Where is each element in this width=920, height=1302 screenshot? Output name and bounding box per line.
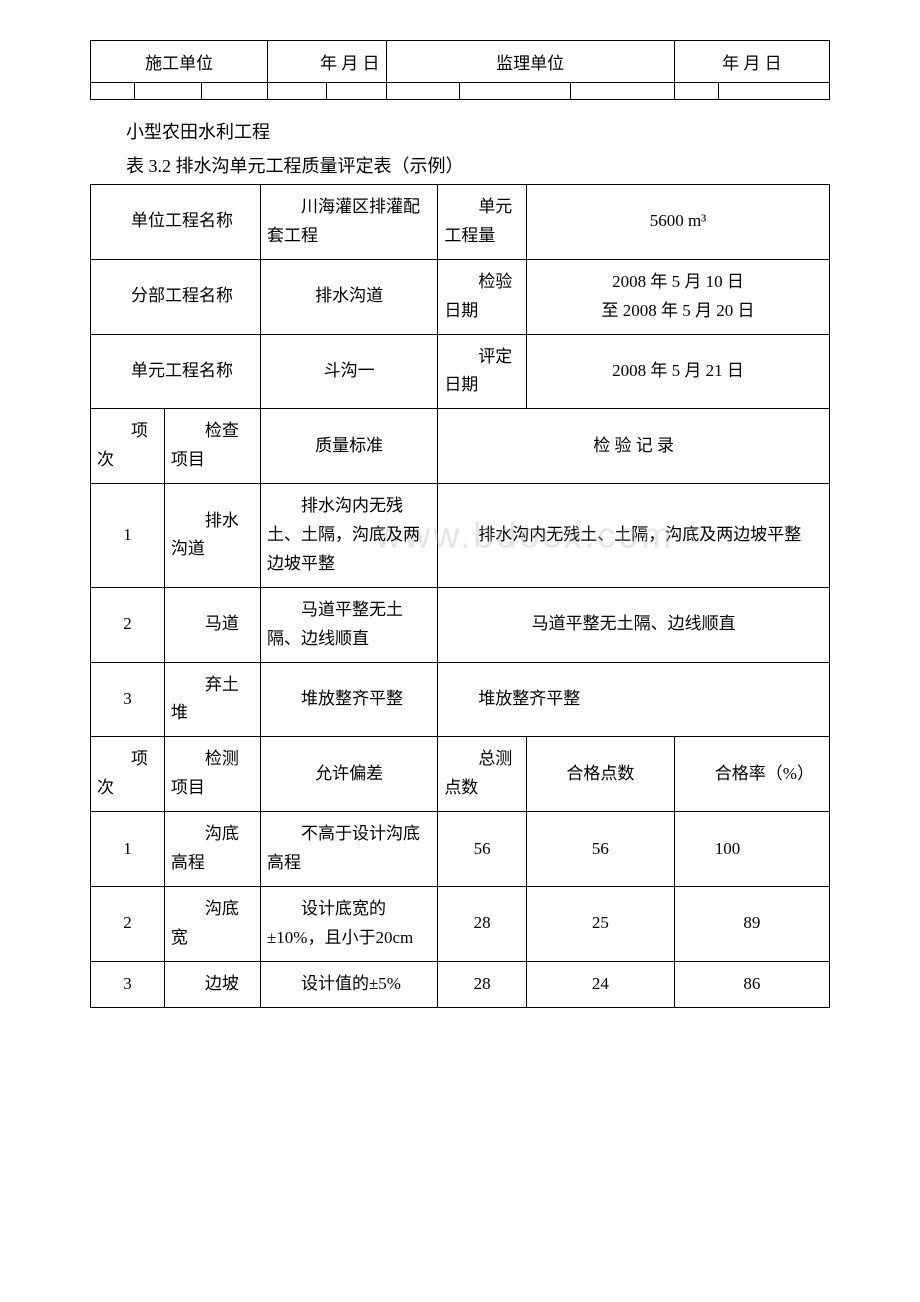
supervisor-unit-label: 监理单位 [386, 41, 674, 83]
measure-idx: 1 [91, 812, 165, 887]
measure-total: 28 [438, 961, 527, 1007]
info-row-1: 单位工程名称 川海灌区排灌配套工程 单元工程量 5600 m³ [91, 185, 830, 260]
supervisor-date: 年 月 日 [674, 41, 829, 83]
measure-dev: 设计值的±5% [260, 961, 437, 1007]
measure-row: 2 沟底宽 设计底宽的±10%，且小于20cm 28 25 89 [91, 886, 830, 961]
unit-name-value: 斗沟一 [260, 334, 437, 409]
empty-cell [201, 83, 268, 100]
unit-project-value: 川海灌区排灌配套工程 [260, 185, 437, 260]
check-row: 2 马道 马道平整无土隔、边线顺直 马道平整无土隔、边线顺直 [91, 587, 830, 662]
measure-item: 沟底宽 [164, 886, 260, 961]
unit-qty-value: 5600 m³ [526, 185, 829, 260]
info-row-2: 分部工程名称 排水沟道 检验日期 2008 年 5 月 10 日 至 2008 … [91, 259, 830, 334]
check-item: 弃土堆 [164, 662, 260, 737]
measure-row: 3 边坡 设计值的±5% 28 24 86 [91, 961, 830, 1007]
measure-rate: 86 [674, 961, 829, 1007]
inspect-date-to: 至 2008 年 5 月 20 日 [533, 297, 823, 326]
inspect-date-from: 2008 年 5 月 10 日 [533, 268, 823, 297]
measure-rate: 100 [674, 812, 829, 887]
empty-cell [571, 83, 674, 100]
measure-hdr-pass: 合格点数 [526, 737, 674, 812]
quality-evaluation-table: 单位工程名称 川海灌区排灌配套工程 单元工程量 5600 m³ 分部工程名称 排… [90, 184, 830, 1008]
check-item: 马道 [164, 587, 260, 662]
check-idx: 1 [91, 484, 165, 588]
measure-idx: 3 [91, 961, 165, 1007]
check-item: 排水沟道 [164, 484, 260, 588]
measure-header-row: 项次 检测项目 允许偏差 总测点数 合格点数 合格率（%） [91, 737, 830, 812]
measure-pass: 56 [526, 812, 674, 887]
doc-title-2: 表 3.2 排水沟单元工程质量评定表（示例） [90, 152, 830, 178]
check-hdr-item: 检查项目 [164, 409, 260, 484]
check-hdr-idx: 项次 [91, 409, 165, 484]
doc-title-1: 小型农田水利工程 [90, 118, 830, 144]
eval-date-value: 2008 年 5 月 21 日 [526, 334, 829, 409]
empty-cell [386, 83, 460, 100]
construction-date: 年 月 日 [268, 41, 386, 83]
unit-qty-label: 单元工程量 [438, 185, 527, 260]
empty-cell [91, 83, 135, 100]
sub-project-label: 分部工程名称 [91, 259, 261, 334]
measure-hdr-idx: 项次 [91, 737, 165, 812]
signature-row: 施工单位 年 月 日 监理单位 年 月 日 [91, 41, 830, 83]
construction-unit-label: 施工单位 [91, 41, 268, 83]
measure-dev: 不高于设计沟底高程 [260, 812, 437, 887]
check-idx: 2 [91, 587, 165, 662]
check-record: 堆放整齐平整 [438, 662, 830, 737]
empty-cell [327, 83, 386, 100]
empty-cell [460, 83, 571, 100]
inspect-date-label: 检验日期 [438, 259, 527, 334]
empty-cell [674, 83, 718, 100]
measure-rate: 89 [674, 886, 829, 961]
measure-hdr-dev: 允许偏差 [260, 737, 437, 812]
empty-cell [268, 83, 327, 100]
measure-total: 28 [438, 886, 527, 961]
check-standard: 堆放整齐平整 [260, 662, 437, 737]
check-record: 马道平整无土隔、边线顺直 [438, 587, 830, 662]
measure-item: 边坡 [164, 961, 260, 1007]
measure-idx: 2 [91, 886, 165, 961]
check-row: 3 弃土堆 堆放整齐平整 堆放整齐平整 [91, 662, 830, 737]
check-standard: 马道平整无土隔、边线顺直 [260, 587, 437, 662]
measure-dev: 设计底宽的±10%，且小于20cm [260, 886, 437, 961]
unit-project-label: 单位工程名称 [91, 185, 261, 260]
check-idx: 3 [91, 662, 165, 737]
inspect-date-value: 2008 年 5 月 10 日 至 2008 年 5 月 20 日 [526, 259, 829, 334]
check-hdr-standard: 质量标准 [260, 409, 437, 484]
check-hdr-record: 检 验 记 录 [438, 409, 830, 484]
check-row: 1 排水沟道 www.bdocx.com 排水沟内无残土、土隔，沟底及两边坡平整… [91, 484, 830, 588]
empty-cell [719, 83, 830, 100]
measure-hdr-total: 总测点数 [438, 737, 527, 812]
check-header-row: 项次 检查项目 质量标准 检 验 记 录 [91, 409, 830, 484]
empty-cell [135, 83, 202, 100]
sub-project-value: 排水沟道 [260, 259, 437, 334]
measure-pass: 25 [526, 886, 674, 961]
measure-hdr-item: 检测项目 [164, 737, 260, 812]
measure-total: 56 [438, 812, 527, 887]
info-row-3: 单元工程名称 斗沟一 评定日期 2008 年 5 月 21 日 [91, 334, 830, 409]
measure-hdr-rate: 合格率（%） [674, 737, 829, 812]
measure-item: 沟底高程 [164, 812, 260, 887]
measure-pass: 24 [526, 961, 674, 1007]
check-record: 排水沟内无残土、土隔，沟底及两边坡平整 [438, 484, 830, 588]
unit-name-label: 单元工程名称 [91, 334, 261, 409]
eval-date-label: 评定日期 [438, 334, 527, 409]
measure-row: 1 沟底高程 不高于设计沟底高程 56 56 100 [91, 812, 830, 887]
signature-empty-row [91, 83, 830, 100]
check-standard: www.bdocx.com 排水沟内无残土、土隔，沟底及两边坡平整 [260, 484, 437, 588]
signature-table: 施工单位 年 月 日 监理单位 年 月 日 [90, 40, 830, 100]
